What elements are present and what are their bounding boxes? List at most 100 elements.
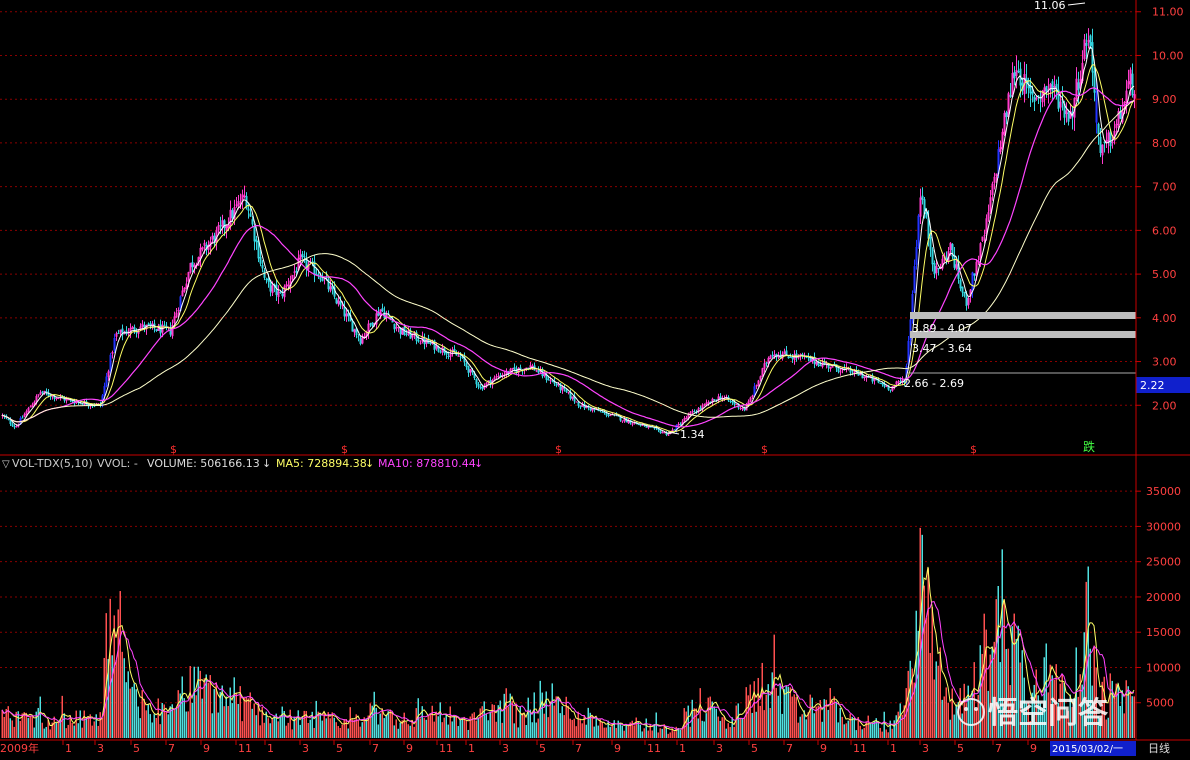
vol-collapse-icon[interactable]: ▽ [2,459,10,470]
volume-bar [719,720,721,738]
volume-bar [537,718,539,738]
volume-bar [145,710,147,738]
candle-body [719,396,722,399]
volume-tick-label: 20000 [1146,591,1181,604]
candle-body [29,406,32,408]
volume-bar [1109,673,1111,738]
volume-bar [41,722,43,738]
volume-bar [605,727,607,738]
volume-bar [925,618,927,738]
candle-body [41,391,44,393]
candle-body [637,424,640,426]
volume-bar [595,717,597,738]
volume-bar [341,724,343,738]
candle-body [207,244,210,250]
volume-bar [543,713,545,738]
volume-bar [1007,648,1009,738]
candle-body [295,270,298,273]
candle-body [947,251,950,261]
volume-bar [761,662,763,738]
volume-bar [333,717,335,738]
volume-bar [903,705,905,738]
candle-body [1055,83,1058,90]
candle-body [1093,71,1096,93]
volume-bar [993,641,995,738]
candle-body [965,296,968,306]
volume-bar [497,705,499,738]
candle-body [15,426,18,428]
candle-body [1035,97,1038,100]
max-price-label: 11.06 [1034,0,1066,12]
volume-bar [831,700,833,738]
price-panel [1,28,1136,437]
volume-bar [861,729,863,738]
candle-body [1125,90,1128,103]
volume-bar [131,686,133,738]
period-label[interactable]: 日线 [1148,741,1170,755]
volume-bar [161,703,163,738]
volume-bar [911,668,913,738]
volume-bar [809,694,811,738]
band-upper [910,312,1136,319]
volume-bar [101,718,103,738]
candle-body [679,423,682,425]
volume-bar [841,716,843,738]
candle-body [391,320,394,323]
candle-body [411,334,414,338]
volume-bar [835,701,837,738]
volume-bar [63,713,65,738]
candle-body [1017,71,1020,73]
volume-bar [435,711,437,738]
volume-bar [27,717,29,738]
candle-body [569,392,572,399]
volume-bar [23,712,25,738]
candle-body [717,396,720,401]
volume-bar [35,711,37,738]
signal-mark: $ [761,443,768,456]
candle-body [1111,141,1114,144]
candle-body [791,357,794,359]
candle-body [575,401,578,403]
candle-body [889,389,892,391]
candle-body [229,209,232,227]
candle-body [673,429,676,431]
candle-body [973,273,976,276]
volume-bar [289,709,291,738]
volume-bar [363,717,365,738]
candle-body [71,400,74,402]
candle-body [55,397,58,399]
candle-body [23,414,26,418]
volume-bar [257,703,259,738]
volume-bar [3,716,5,738]
candle-body [419,342,422,344]
volume-bar [339,727,341,738]
volume-bar [219,691,221,738]
candle-body [475,379,478,385]
candle-body [825,363,828,365]
volume-bar [239,686,241,738]
candle-body [467,366,470,373]
volume-bar [143,698,145,738]
volume-bar [1121,690,1123,738]
volume-bar [571,719,573,738]
candle-body [549,379,552,381]
volume-bar [589,712,591,738]
volume-bar [49,729,51,738]
volume-bar [1039,703,1041,738]
volume-bar [559,713,561,738]
volume-bar [515,704,517,738]
volume-bar [687,705,689,738]
candle-body [829,367,832,369]
candle-body [263,270,266,278]
candle-body [241,194,244,202]
volume-bar [1015,638,1017,738]
volume-bar [771,672,773,738]
volume-bar [235,692,237,738]
candle-body [365,332,368,337]
candle-body [1107,132,1110,142]
volume-bar [667,733,669,738]
candle-body [563,387,566,389]
volume-bar [507,706,509,738]
ma30-line [1,87,1135,428]
candle-body [949,242,952,251]
